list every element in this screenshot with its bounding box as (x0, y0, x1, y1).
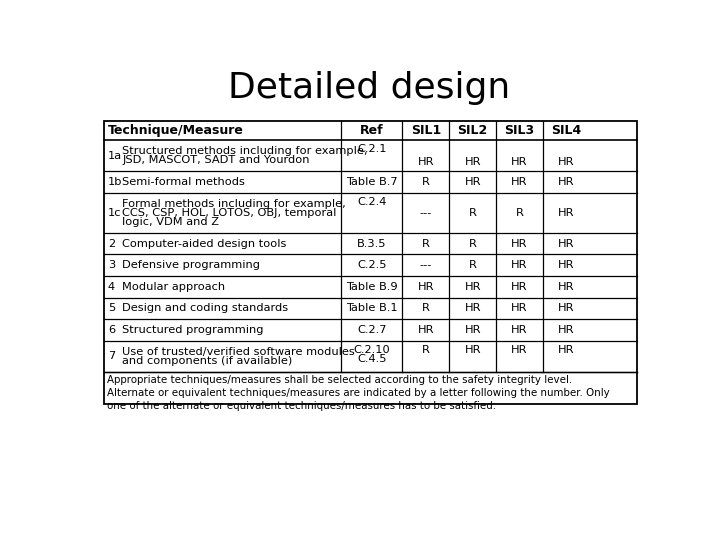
Text: Formal methods including for example,: Formal methods including for example, (122, 199, 346, 208)
Text: Table B.1: Table B.1 (346, 303, 397, 313)
Text: HR: HR (418, 282, 434, 292)
Text: Structured methods including for example,: Structured methods including for example… (122, 146, 368, 156)
Text: 7: 7 (108, 352, 115, 361)
Text: HR: HR (418, 325, 434, 335)
Text: R: R (469, 260, 477, 270)
Text: R: R (422, 177, 430, 187)
Text: 6: 6 (108, 325, 115, 335)
Text: R: R (422, 239, 430, 248)
Text: ---: --- (420, 260, 432, 270)
Text: JSD, MASCOT, SADT and Yourdon: JSD, MASCOT, SADT and Yourdon (122, 155, 310, 165)
Text: Computer-aided design tools: Computer-aided design tools (122, 239, 287, 248)
Text: Design and coding standards: Design and coding standards (122, 303, 289, 313)
Text: HR: HR (511, 282, 528, 292)
Text: R: R (469, 239, 477, 248)
Text: HR: HR (558, 177, 575, 187)
Text: HR: HR (558, 282, 575, 292)
Text: 1c: 1c (108, 208, 122, 218)
Text: C.2.5: C.2.5 (357, 260, 387, 270)
Text: HR: HR (511, 345, 528, 355)
Text: CCS, CSP, HOL, LOTOS, OBJ, temporal: CCS, CSP, HOL, LOTOS, OBJ, temporal (122, 208, 337, 218)
Text: logic, VDM and Z: logic, VDM and Z (122, 217, 220, 227)
Text: HR: HR (558, 260, 575, 270)
Text: Semi-formal methods: Semi-formal methods (122, 177, 246, 187)
Text: R: R (469, 208, 477, 218)
Text: HR: HR (511, 177, 528, 187)
Text: SIL2: SIL2 (458, 124, 488, 137)
Text: SIL1: SIL1 (410, 124, 441, 137)
Text: 1a: 1a (108, 151, 122, 161)
Text: Table B.7: Table B.7 (346, 177, 397, 187)
Text: 1b: 1b (108, 177, 122, 187)
Text: SIL3: SIL3 (505, 124, 535, 137)
Text: HR: HR (558, 208, 575, 218)
Text: HR: HR (511, 325, 528, 335)
Text: HR: HR (558, 239, 575, 248)
Text: C.2.4: C.2.4 (357, 197, 387, 207)
Text: Structured programming: Structured programming (122, 325, 264, 335)
Text: ---: --- (420, 208, 432, 218)
Text: Use of trusted/verified software modules: Use of trusted/verified software modules (122, 347, 355, 357)
Text: R: R (516, 208, 523, 218)
Text: C.2.10: C.2.10 (354, 345, 390, 355)
Text: HR: HR (558, 157, 575, 167)
Text: B.3.5: B.3.5 (357, 239, 387, 248)
Text: 2: 2 (108, 239, 115, 248)
Text: HR: HR (558, 303, 575, 313)
Text: Modular approach: Modular approach (122, 282, 225, 292)
Text: R: R (422, 345, 430, 355)
Text: HR: HR (558, 345, 575, 355)
Text: HR: HR (511, 239, 528, 248)
Text: R: R (422, 303, 430, 313)
Text: HR: HR (511, 260, 528, 270)
Text: HR: HR (511, 303, 528, 313)
Text: Defensive programming: Defensive programming (122, 260, 261, 270)
Text: 4: 4 (108, 282, 115, 292)
Text: C.2.1: C.2.1 (357, 144, 387, 154)
Text: Table B.9: Table B.9 (346, 282, 397, 292)
Text: Detailed design: Detailed design (228, 71, 510, 105)
Text: C.2.7: C.2.7 (357, 325, 387, 335)
Bar (104, 121, 637, 404)
Text: and components (if available): and components (if available) (122, 356, 292, 366)
Text: HR: HR (464, 303, 481, 313)
Text: HR: HR (464, 157, 481, 167)
Text: 5: 5 (108, 303, 115, 313)
Text: Technique/Measure: Technique/Measure (108, 124, 244, 137)
Text: SIL4: SIL4 (552, 124, 582, 137)
Text: HR: HR (464, 345, 481, 355)
Text: Ref: Ref (360, 124, 384, 137)
Text: Appropriate techniques/measures shall be selected according to the safety integr: Appropriate techniques/measures shall be… (107, 375, 610, 411)
Text: HR: HR (511, 157, 528, 167)
Text: HR: HR (464, 325, 481, 335)
Text: HR: HR (558, 325, 575, 335)
Text: C.4.5: C.4.5 (357, 354, 387, 364)
Text: 3: 3 (108, 260, 115, 270)
Text: HR: HR (464, 282, 481, 292)
Text: HR: HR (418, 157, 434, 167)
Text: HR: HR (464, 177, 481, 187)
